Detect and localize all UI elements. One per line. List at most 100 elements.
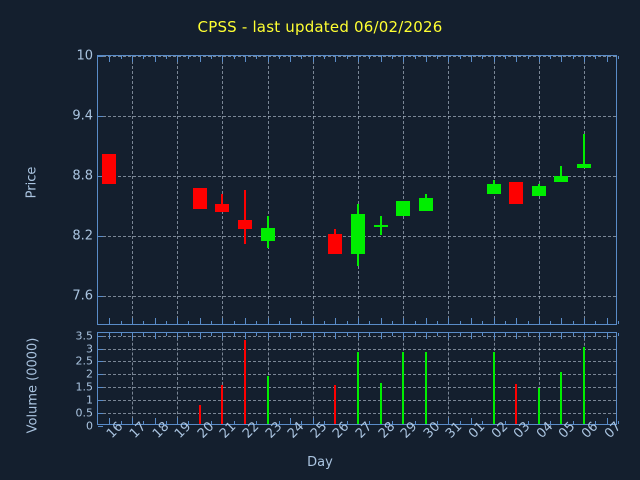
day-gridline (177, 333, 179, 424)
candle-body[interactable] (102, 154, 117, 184)
day-tick-mark (312, 333, 314, 339)
day-minor-tick (324, 56, 326, 59)
candle-body[interactable] (328, 234, 343, 254)
day-tick-mark (606, 333, 608, 339)
volume-bar[interactable] (402, 351, 405, 424)
candle-body[interactable] (577, 164, 592, 168)
day-minor-tick (391, 321, 393, 324)
day-minor-tick (346, 421, 348, 424)
volume-tick-mark (98, 361, 103, 363)
candle-body[interactable] (486, 184, 501, 194)
day-minor-tick (324, 421, 326, 424)
volume-bar[interactable] (515, 383, 518, 424)
day-tick-mark (267, 56, 269, 62)
day-gridline (448, 333, 450, 424)
day-minor-tick (527, 321, 529, 324)
candle-body[interactable] (350, 214, 365, 254)
candle-body[interactable] (260, 228, 275, 241)
volume-bar[interactable] (560, 372, 563, 424)
day-minor-tick (595, 321, 597, 324)
volume-tick-mark (98, 426, 103, 427)
day-minor-tick (618, 321, 619, 324)
candle-body[interactable] (192, 188, 207, 209)
day-minor-tick (346, 321, 348, 324)
day-minor-tick (278, 333, 280, 336)
candle-body[interactable] (531, 186, 546, 196)
day-minor-tick (550, 421, 552, 424)
day-tick-mark (493, 56, 495, 62)
day-tick-mark (471, 333, 473, 339)
day-tick-mark (403, 56, 405, 62)
volume-tick-mark (98, 413, 103, 415)
day-gridline (222, 333, 224, 424)
price-gridline (98, 56, 616, 57)
day-tick-mark (448, 318, 450, 324)
day-tick-mark (335, 318, 337, 324)
volume-bar[interactable] (379, 382, 382, 424)
day-minor-tick (414, 421, 416, 424)
day-gridline (131, 333, 133, 424)
volume-bar[interactable] (221, 385, 224, 424)
volume-bar[interactable] (334, 385, 337, 424)
day-tick-mark (516, 318, 518, 324)
volume-bar[interactable] (424, 351, 427, 424)
day-tick-mark (131, 318, 133, 324)
volume-bar[interactable] (243, 340, 246, 424)
volume-bar[interactable] (198, 404, 201, 424)
volume-axis-title: Volume (0000) (25, 337, 41, 434)
candle-body[interactable] (215, 204, 230, 212)
candle-body[interactable] (418, 198, 433, 211)
day-gridline (312, 333, 314, 424)
day-minor-tick (143, 421, 145, 424)
day-tick-mark (606, 56, 608, 62)
volume-bar[interactable] (492, 351, 495, 424)
day-gridline (358, 56, 359, 324)
day-tick-mark (380, 56, 382, 62)
candle-body[interactable] (237, 220, 252, 229)
volume-bar[interactable] (266, 376, 269, 424)
day-minor-tick (165, 321, 167, 324)
volume-bar[interactable] (357, 351, 359, 424)
day-minor-tick (414, 56, 416, 59)
day-minor-tick (278, 56, 280, 59)
day-minor-tick (301, 333, 303, 336)
price-gridline (98, 176, 616, 177)
day-minor-tick (143, 321, 145, 324)
day-minor-tick (414, 321, 416, 324)
x-axis-title: Day (307, 455, 333, 470)
volume-tick-label: 3 (86, 342, 93, 355)
price-tick-mark (98, 176, 103, 177)
volume-bar[interactable] (537, 387, 540, 424)
price-tick-label: 8.8 (72, 168, 93, 184)
day-tick-mark (606, 418, 608, 424)
day-minor-tick (437, 321, 439, 324)
day-tick-mark (199, 318, 201, 324)
day-tick-mark (425, 56, 427, 62)
day-tick-mark (471, 418, 473, 424)
day-minor-tick (414, 333, 416, 336)
day-tick-mark (177, 418, 179, 424)
day-tick-mark (403, 318, 405, 324)
day-tick-mark (448, 333, 450, 339)
volume-tick-label: 0.5 (75, 406, 94, 420)
volume-bar[interactable] (583, 346, 586, 424)
candle-body[interactable] (509, 182, 524, 204)
day-tick-mark (538, 318, 540, 324)
day-minor-tick (391, 421, 393, 424)
day-minor-tick (437, 333, 439, 336)
day-tick-mark (380, 333, 382, 339)
day-tick-mark (177, 333, 179, 339)
day-minor-tick (278, 321, 280, 324)
day-minor-tick (346, 333, 348, 336)
day-tick-mark (606, 318, 608, 324)
candle-body[interactable] (554, 176, 569, 182)
day-minor-tick (256, 321, 258, 324)
day-minor-tick (369, 321, 371, 324)
day-tick-mark (516, 333, 518, 339)
volume-tick-mark (98, 374, 103, 376)
candle-body[interactable] (396, 201, 411, 216)
candle-body[interactable] (373, 225, 388, 227)
day-tick-mark (561, 318, 563, 324)
day-minor-tick (437, 421, 439, 424)
chart-title: CPSS - last updated 06/02/2026 (197, 18, 443, 36)
